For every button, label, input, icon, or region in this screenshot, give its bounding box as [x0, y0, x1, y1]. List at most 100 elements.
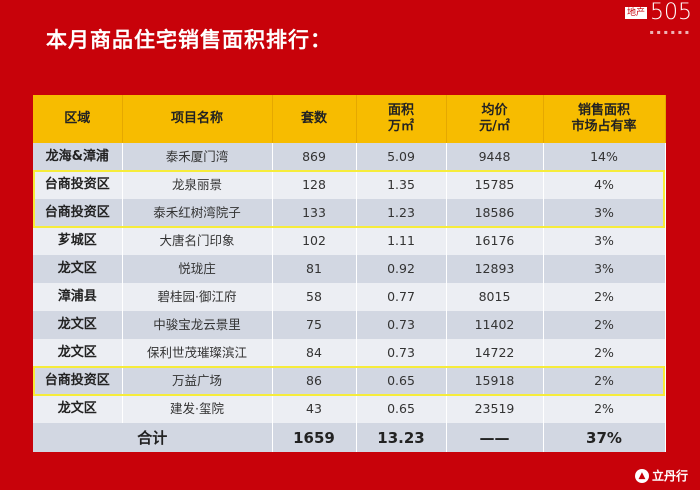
cell-price: 15785	[446, 171, 544, 199]
total-area: 13.23	[356, 423, 447, 452]
logo-mark-icon: ▲	[634, 469, 649, 483]
column-header: 套数	[272, 95, 357, 143]
table-row: 龙文区 悦珑庄 81 0.92 12893 3%	[33, 255, 666, 283]
cell-region: 龙文区	[33, 395, 123, 423]
header-line: 面积	[387, 103, 414, 118]
cell-region: 龙文区	[33, 311, 123, 339]
cell-share: 2%	[543, 311, 666, 339]
cell-region: 龙文区	[33, 255, 123, 283]
cell-units: 133	[272, 199, 357, 227]
total-price: ——	[446, 423, 544, 452]
header-line: 元/㎡	[479, 119, 510, 134]
cell-units: 102	[272, 227, 357, 255]
header-line: 均价	[481, 103, 508, 118]
brand-logo-top: 地产 505 ▪▪▪▪▪▪	[624, 0, 692, 38]
page-title: 本月商品住宅销售面积排行：	[46, 28, 332, 52]
cell-region: 台商投资区	[33, 171, 123, 199]
sales-ranking-table: 区域 项目名称 套数 面积 万㎡ 均价 元/㎡ 销售面积 市场占有率 龙海&漳浦 泰禾厦门湾 869…	[33, 95, 666, 452]
total-row: 合计 1659 13.23 —— 37%	[33, 423, 666, 452]
cell-region: 台商投资区	[33, 199, 123, 227]
table-row: 台商投资区 万益广场 86 0.65 15918 2%	[33, 367, 666, 395]
cell-region: 芗城区	[33, 227, 123, 255]
cell-area: 0.73	[356, 311, 447, 339]
cell-area: 1.11	[356, 227, 447, 255]
cell-price: 11402	[446, 311, 544, 339]
table-row: 台商投资区 龙泉丽景 128 1.35 15785 4%	[33, 171, 666, 199]
cell-project: 悦珑庄	[122, 255, 273, 283]
table-row: 龙文区 中骏宝龙云景里 75 0.73 11402 2%	[33, 311, 666, 339]
cell-price: 8015	[446, 283, 544, 311]
total-label: 合计	[33, 423, 273, 452]
cell-units: 128	[272, 171, 357, 199]
cell-project: 建发·玺院	[122, 395, 273, 423]
cell-price: 14722	[446, 339, 544, 367]
cell-price: 12893	[446, 255, 544, 283]
column-header: 销售面积 市场占有率	[543, 95, 666, 143]
cell-area: 0.65	[356, 395, 447, 423]
header-line: 区域	[64, 111, 91, 126]
cell-price: 9448	[446, 143, 544, 171]
header-line: 套数	[300, 111, 327, 126]
cell-units: 869	[272, 143, 357, 171]
cell-share: 4%	[543, 171, 666, 199]
cell-share: 3%	[543, 199, 666, 227]
column-header: 项目名称	[122, 95, 273, 143]
cell-price: 16176	[446, 227, 544, 255]
logo-number: 505	[650, 0, 692, 25]
cell-project: 泰禾厦门湾	[122, 143, 273, 171]
header-line: 项目名称	[170, 111, 223, 126]
header-line: 万㎡	[387, 119, 414, 134]
cell-area: 5.09	[356, 143, 447, 171]
cell-share: 2%	[543, 367, 666, 395]
cell-units: 58	[272, 283, 357, 311]
cell-region: 漳浦县	[33, 283, 123, 311]
cell-units: 75	[272, 311, 357, 339]
column-header: 均价 元/㎡	[446, 95, 544, 143]
table-row: 台商投资区 泰禾红树湾院子 133 1.23 18586 3%	[33, 199, 666, 227]
cell-region: 台商投资区	[33, 367, 123, 395]
total-units: 1659	[272, 423, 357, 452]
cell-units: 84	[272, 339, 357, 367]
cell-units: 86	[272, 367, 357, 395]
cell-area: 1.23	[356, 199, 447, 227]
table-row: 漳浦县 碧桂园·御江府 58 0.77 8015 2%	[33, 283, 666, 311]
cell-project: 泰禾红树湾院子	[122, 199, 273, 227]
cell-project: 中骏宝龙云景里	[122, 311, 273, 339]
table-row: 龙文区 建发·玺院 43 0.65 23519 2%	[33, 395, 666, 423]
cell-price: 18586	[446, 199, 544, 227]
cell-project: 碧桂园·御江府	[122, 283, 273, 311]
cell-region: 龙海&漳浦	[33, 143, 123, 171]
cell-units: 81	[272, 255, 357, 283]
cell-share: 2%	[543, 283, 666, 311]
cell-area: 0.92	[356, 255, 447, 283]
cell-share: 2%	[543, 339, 666, 367]
cell-project: 保利世茂璀璨滨江	[122, 339, 273, 367]
logo-row: 地产 505	[624, 0, 692, 26]
brand-logo-bottom: ▲ 立丹行	[634, 468, 688, 484]
cell-project: 大唐名门印象	[122, 227, 273, 255]
header-line: 销售面积	[577, 103, 630, 118]
table-row: 芗城区 大唐名门印象 102 1.11 16176 3%	[33, 227, 666, 255]
cell-project: 龙泉丽景	[122, 171, 273, 199]
cell-share: 14%	[543, 143, 666, 171]
logo-subtext-icon: ▪▪▪▪▪▪	[649, 29, 692, 36]
cell-share: 2%	[543, 395, 666, 423]
cell-price: 15918	[446, 367, 544, 395]
column-header: 面积 万㎡	[356, 95, 447, 143]
total-share: 37%	[543, 423, 666, 452]
cell-area: 0.77	[356, 283, 447, 311]
cell-share: 3%	[543, 255, 666, 283]
logo-tag: 地产	[624, 7, 647, 19]
cell-price: 23519	[446, 395, 544, 423]
cell-area: 0.65	[356, 367, 447, 395]
header-line: 市场占有率	[571, 119, 637, 134]
cell-area: 1.35	[356, 171, 447, 199]
table-row: 龙海&漳浦 泰禾厦门湾 869 5.09 9448 14%	[33, 143, 666, 171]
logo-text: 立丹行	[651, 469, 688, 483]
column-header: 区域	[33, 95, 123, 143]
cell-region: 龙文区	[33, 339, 123, 367]
cell-units: 43	[272, 395, 357, 423]
cell-project: 万益广场	[122, 367, 273, 395]
table-row: 龙文区 保利世茂璀璨滨江 84 0.73 14722 2%	[33, 339, 666, 367]
cell-share: 3%	[543, 227, 666, 255]
